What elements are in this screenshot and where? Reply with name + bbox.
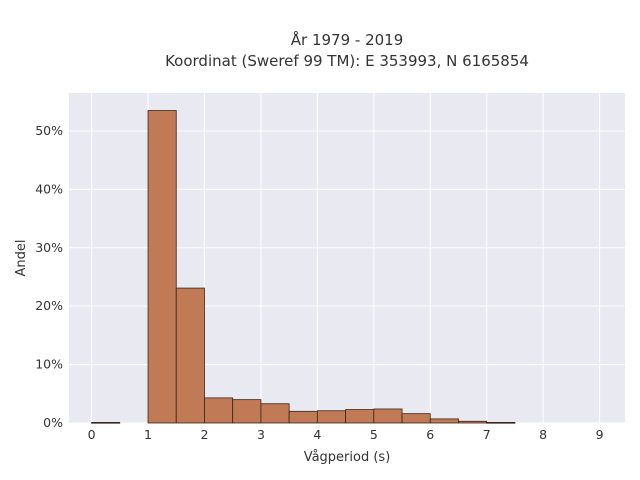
y-axis-ticks: 0% 10% 20% 30% 40% 50% xyxy=(35,123,63,430)
x-tick-label: 9 xyxy=(596,427,604,442)
y-tick-label: 50% xyxy=(35,123,63,138)
chart-title-line2: Koordinat (Sweref 99 TM): E 353993, N 61… xyxy=(165,52,529,70)
histogram-bar xyxy=(486,422,516,424)
x-axis-ticks: 0 1 2 3 4 5 6 7 8 9 xyxy=(88,427,604,442)
histogram-bar xyxy=(429,418,459,424)
bars xyxy=(91,110,516,424)
histogram-bar xyxy=(147,110,177,424)
x-tick-label: 4 xyxy=(313,427,321,442)
x-axis-label: Vågperiod (s) xyxy=(304,450,391,465)
x-tick-label: 5 xyxy=(370,427,378,442)
y-tick-label: 20% xyxy=(35,298,63,313)
x-tick-label: 2 xyxy=(200,427,208,442)
histogram-bar xyxy=(204,397,234,424)
x-tick-label: 1 xyxy=(144,427,152,442)
x-tick-label: 7 xyxy=(483,427,491,442)
x-tick-label: 3 xyxy=(257,427,265,442)
histogram-bar xyxy=(175,287,205,424)
histogram-bar xyxy=(260,403,290,424)
y-tick-label: 30% xyxy=(35,240,63,255)
histogram-bar xyxy=(345,409,375,424)
chart-title-line1: År 1979 - 2019 xyxy=(291,30,404,49)
y-tick-label: 10% xyxy=(35,357,63,372)
x-tick-label: 8 xyxy=(539,427,547,442)
histogram-bar xyxy=(401,413,431,424)
y-axis-label: Andel xyxy=(14,240,29,277)
histogram-bar xyxy=(232,399,262,424)
histogram-bar xyxy=(373,408,403,424)
histogram-bar xyxy=(458,420,488,424)
histogram-bar xyxy=(288,410,318,424)
x-tick-label: 0 xyxy=(88,427,96,442)
y-tick-label: 40% xyxy=(35,181,63,196)
histogram-bar xyxy=(91,422,121,424)
y-tick-label: 0% xyxy=(43,415,63,430)
histogram-bar xyxy=(316,410,346,424)
x-tick-label: 6 xyxy=(426,427,434,442)
